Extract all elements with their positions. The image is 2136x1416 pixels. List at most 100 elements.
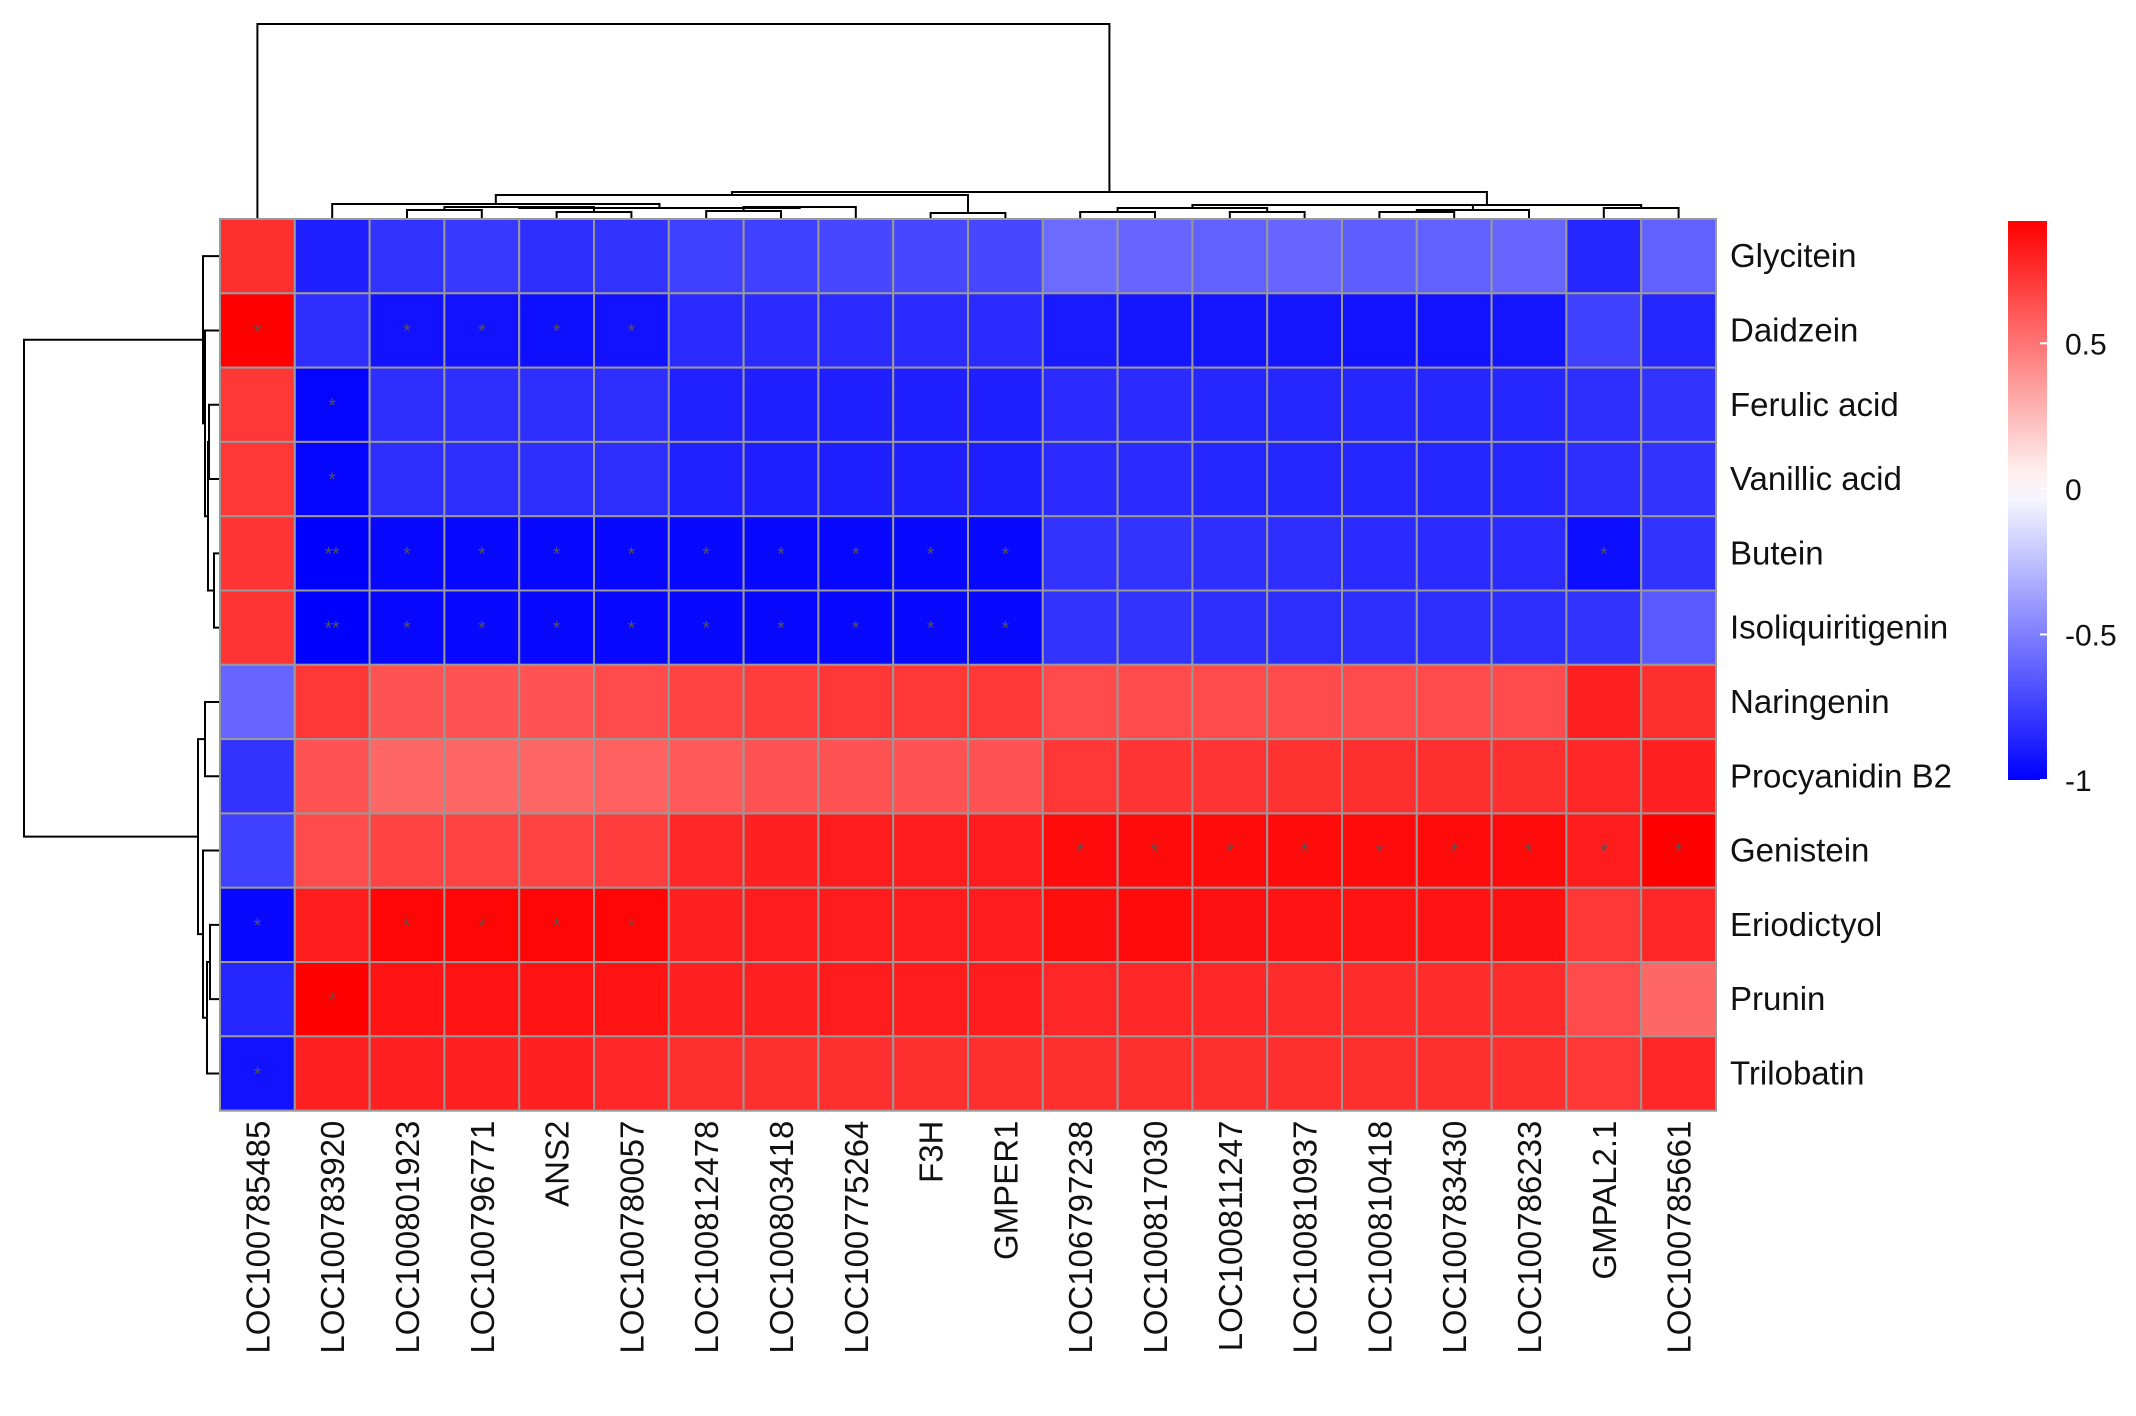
heatmap-cell [1116, 961, 1194, 1038]
heatmap-cell [443, 218, 521, 295]
heatmap-cell [1116, 886, 1194, 964]
significance-mark: * [254, 916, 262, 937]
row-label: Eriodictyol [1730, 906, 1882, 943]
heatmap-cell [1415, 589, 1493, 666]
heatmap-cell [1266, 589, 1343, 666]
dendrogram-branch [1378, 211, 1456, 219]
heatmap-cell [593, 738, 670, 815]
heatmap-cell [368, 366, 446, 443]
heatmap-cell [1266, 1035, 1343, 1112]
heatmap-cell [1116, 366, 1194, 443]
heatmap-cell [293, 738, 371, 815]
column-dendrogram [256, 23, 1680, 219]
heatmap-cell [742, 292, 820, 369]
heatmap-cell [518, 366, 596, 443]
column-label: LOC100785485 [239, 1121, 276, 1354]
heatmap-cell [667, 589, 745, 666]
heatmap-cell [1415, 218, 1493, 295]
heatmap-cell [293, 515, 371, 592]
dendrogram-branch [1079, 211, 1156, 219]
heatmap-cell [1415, 961, 1493, 1038]
heatmap-cell [518, 812, 596, 889]
heatmap-cell [1341, 738, 1418, 815]
heatmap-cell [1266, 366, 1343, 443]
heatmap-cell [1415, 663, 1493, 741]
heatmap-cell [1490, 1035, 1568, 1112]
heatmap-cell [817, 961, 895, 1038]
column-label: LOC100812478 [688, 1121, 725, 1354]
heatmap-cell [1116, 440, 1194, 518]
heatmap-cell [1191, 886, 1269, 964]
heatmap-cell [443, 961, 521, 1038]
significance-mark: * [1376, 842, 1384, 863]
heatmap-cell [1640, 1035, 1717, 1112]
heatmap-cell [219, 366, 296, 443]
significance-mark: * [328, 470, 336, 491]
heatmap-cell [1490, 292, 1568, 369]
heatmap-cell [892, 961, 970, 1038]
significance-mark: * [1002, 544, 1010, 565]
row-label: Ferulic acid [1730, 386, 1899, 423]
significance-mark: * [702, 619, 710, 640]
heatmap-cell [1041, 1035, 1119, 1112]
heatmap-cell [593, 812, 670, 889]
heatmap-cell [593, 1035, 670, 1112]
heatmap-cell [1191, 366, 1269, 443]
heatmap-cell [593, 218, 670, 295]
heatmap-cell [368, 738, 446, 815]
heatmap-cell [742, 1035, 820, 1112]
heatmap-cell [1490, 886, 1568, 964]
heatmap-cell [1490, 218, 1568, 295]
dendrogram-branch [1602, 207, 1680, 219]
heatmap-cell [892, 366, 970, 443]
heatmap-cell [892, 886, 970, 964]
heatmap-cell [817, 589, 895, 666]
heatmap-cell [817, 515, 895, 592]
heatmap-cell [219, 218, 296, 295]
heatmap-cell [742, 366, 820, 443]
significance-mark: * [1226, 842, 1234, 863]
heatmap-cell [1415, 292, 1493, 369]
heatmap-cell [1116, 663, 1194, 741]
heatmap-cell [1341, 292, 1418, 369]
heatmap-cell [443, 589, 521, 666]
heatmap-cell [967, 366, 1044, 443]
heatmap-cell [1341, 961, 1418, 1038]
significance-mark: * [1002, 619, 1010, 640]
heatmap-cell [892, 812, 970, 889]
heatmap-cell [1191, 515, 1269, 592]
column-label: LOC100775264 [838, 1121, 875, 1354]
heatmap-cell [1640, 366, 1717, 443]
heatmap-cell [593, 515, 670, 592]
heatmap-cell [967, 218, 1044, 295]
heatmap-cell [817, 1035, 895, 1112]
legend-tick-label: -1 [2065, 765, 2092, 798]
column-label: LOC100780057 [613, 1121, 650, 1354]
heatmap-cell [1415, 812, 1493, 889]
heatmap-cell [368, 961, 446, 1038]
row-label: Vanillic acid [1730, 460, 1902, 497]
heatmap-cell [1565, 738, 1643, 815]
dendrogram-branch [256, 23, 1111, 219]
heatmap-cell [1640, 663, 1717, 741]
heatmap-cell [1415, 738, 1493, 815]
significance-mark: * [403, 916, 411, 937]
heatmap-cell [1116, 589, 1194, 666]
significance-mark: * [1151, 842, 1159, 863]
dendrogram-branch [730, 191, 1488, 205]
heatmap-cell [1116, 515, 1194, 592]
heatmap-cell [518, 663, 596, 741]
heatmap-cell [1041, 738, 1119, 815]
heatmap-cell [593, 961, 670, 1038]
heatmap-cell [817, 218, 895, 295]
heatmap-cell [1266, 218, 1343, 295]
significance-mark: ** [325, 544, 340, 565]
heatmap-cell [1341, 663, 1418, 741]
heatmap-cell [967, 886, 1044, 964]
heatmap-cell [892, 1035, 970, 1112]
column-labels: LOC100785485 LOC100783920 LOC100801923 LOC1… [239, 1121, 1697, 1354]
heatmap-border [219, 218, 1717, 1112]
heatmap-cell [1565, 292, 1643, 369]
heatmap-cell [1341, 515, 1418, 592]
